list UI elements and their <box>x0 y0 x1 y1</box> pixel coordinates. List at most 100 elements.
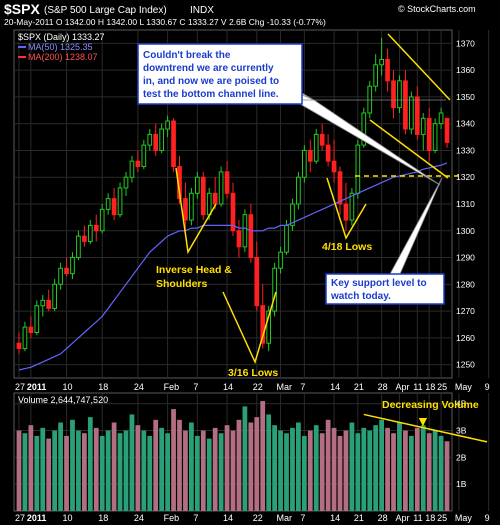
candle-body <box>22 326 28 350</box>
candle-body <box>16 342 22 350</box>
volume-bar <box>165 433 170 511</box>
volume-bar <box>76 430 81 511</box>
volume-x-tick-label: 14 <box>330 513 340 523</box>
volume-bar <box>123 430 129 511</box>
price-x-tick-label: 24 <box>134 382 144 392</box>
price-y-axis: 1250 1260 1270 1280 1290 1300 1310 1320 1330 1340… <box>456 38 475 369</box>
volume-bar <box>260 401 266 511</box>
volume-bar <box>325 419 331 511</box>
price-tick-label: 1280 <box>456 279 475 289</box>
volume-bar <box>379 419 385 511</box>
price-x-axis: 27 2011 10 18 24 Feb 7 14 22 Mar 7 14 21 28 Apr 11 18 25 M… <box>15 382 490 392</box>
candle-body <box>284 224 289 253</box>
volume-x-tick-label: 27 <box>15 513 25 523</box>
volume-bars <box>16 401 450 511</box>
volume-bar <box>117 433 123 511</box>
candle-body <box>194 176 200 194</box>
candle-body <box>141 144 147 168</box>
annotation-lines <box>175 33 458 365</box>
candle-body <box>379 58 384 66</box>
candle-body <box>76 235 81 259</box>
price-x-tick-label: 27 <box>15 382 25 392</box>
lows-316-label: 3/16 Lows <box>228 367 278 379</box>
candle-body <box>409 96 414 130</box>
callout-1-line-1: Couldn't break the <box>143 50 231 61</box>
candle-body <box>147 133 153 146</box>
candle-body <box>278 251 283 269</box>
volume-bar <box>420 425 426 511</box>
exchange-label: INDX <box>190 5 214 16</box>
callout-2-line-2: watch today. <box>330 291 391 302</box>
volume-bar <box>46 438 52 511</box>
legend-price: $SPX (Daily) 1333.27 <box>18 32 105 42</box>
volume-bar <box>40 427 46 511</box>
volume-bar <box>414 427 420 511</box>
volume-bar <box>367 430 373 511</box>
volume-bar <box>93 427 99 511</box>
candle-body <box>230 192 236 232</box>
volume-trend-line <box>363 413 488 443</box>
volume-bar <box>254 417 260 511</box>
candle-body <box>266 310 272 344</box>
candle-body <box>52 283 57 309</box>
price-x-tick-label: 28 <box>378 382 388 392</box>
candle-body <box>64 267 69 275</box>
volume-bar <box>87 417 93 511</box>
price-x-tick-label: 10 <box>63 382 73 392</box>
candle-body <box>82 235 87 242</box>
lows-418-v <box>326 177 367 240</box>
volume-bar <box>70 419 75 511</box>
index-name: (S&P 500 Large Cap Index) <box>44 5 167 16</box>
price-x-tick-label: 2011 <box>27 382 47 392</box>
volume-bar <box>248 422 254 511</box>
volume-bar <box>408 435 414 511</box>
candle-body <box>224 171 230 194</box>
volume-x-tick-label: May <box>455 513 473 523</box>
volume-bar <box>64 435 69 511</box>
volume-bar <box>278 430 283 511</box>
symbol-title: $SPX <box>4 1 40 17</box>
callout-1-line-4: test the bottom channel line. <box>143 89 279 100</box>
candle-body <box>254 257 260 307</box>
volume-bar <box>153 419 159 511</box>
volume-bar <box>141 430 147 511</box>
candle-body <box>129 160 135 178</box>
volume-x-tick-label: 9 <box>485 513 490 523</box>
candle-body <box>337 171 343 205</box>
price-tick-label: 1330 <box>456 145 475 155</box>
ihs-label-line-2: Shoulders <box>156 278 208 290</box>
price-x-tick-label: 7 <box>193 382 198 392</box>
price-tick-label: 1320 <box>456 172 475 182</box>
candle-body <box>420 117 426 135</box>
candle-body <box>165 120 170 130</box>
candle-body <box>432 123 438 151</box>
volume-bar <box>129 414 135 511</box>
candle-body <box>343 203 349 221</box>
volume-bar <box>438 435 444 511</box>
candle-body <box>290 203 295 226</box>
candle-body <box>444 117 450 143</box>
price-x-tick-label: Apr <box>395 382 409 392</box>
volume-bar <box>403 430 408 511</box>
volume-label: Volume 2,644,747,520 <box>18 395 108 405</box>
volume-bar <box>105 430 111 511</box>
price-tick-label: 1360 <box>456 65 475 75</box>
candle-body <box>111 198 117 216</box>
volume-tick-label: 3B <box>456 426 467 436</box>
volume-bar <box>296 422 301 511</box>
volume-bar <box>58 422 63 511</box>
watermark: © StockCharts.com <box>398 4 476 14</box>
callout-downtrend: Couldn't break the downtrend we are curr… <box>137 43 446 186</box>
price-tick-label: 1310 <box>456 199 475 209</box>
candle-body <box>331 160 337 173</box>
volume-x-tick-label: 28 <box>378 513 388 523</box>
volume-bar <box>171 409 176 511</box>
volume-bar <box>52 430 58 511</box>
volume-x-tick-label: Feb <box>164 513 180 523</box>
volume-bar <box>355 433 361 511</box>
volume-x-tick-label: 7 <box>300 513 305 523</box>
volume-bar <box>200 430 206 511</box>
callout-1-line-3: in, and now we are poised to <box>143 76 279 87</box>
volume-x-tick-label: 18 <box>425 513 435 523</box>
candle-body <box>70 257 75 275</box>
